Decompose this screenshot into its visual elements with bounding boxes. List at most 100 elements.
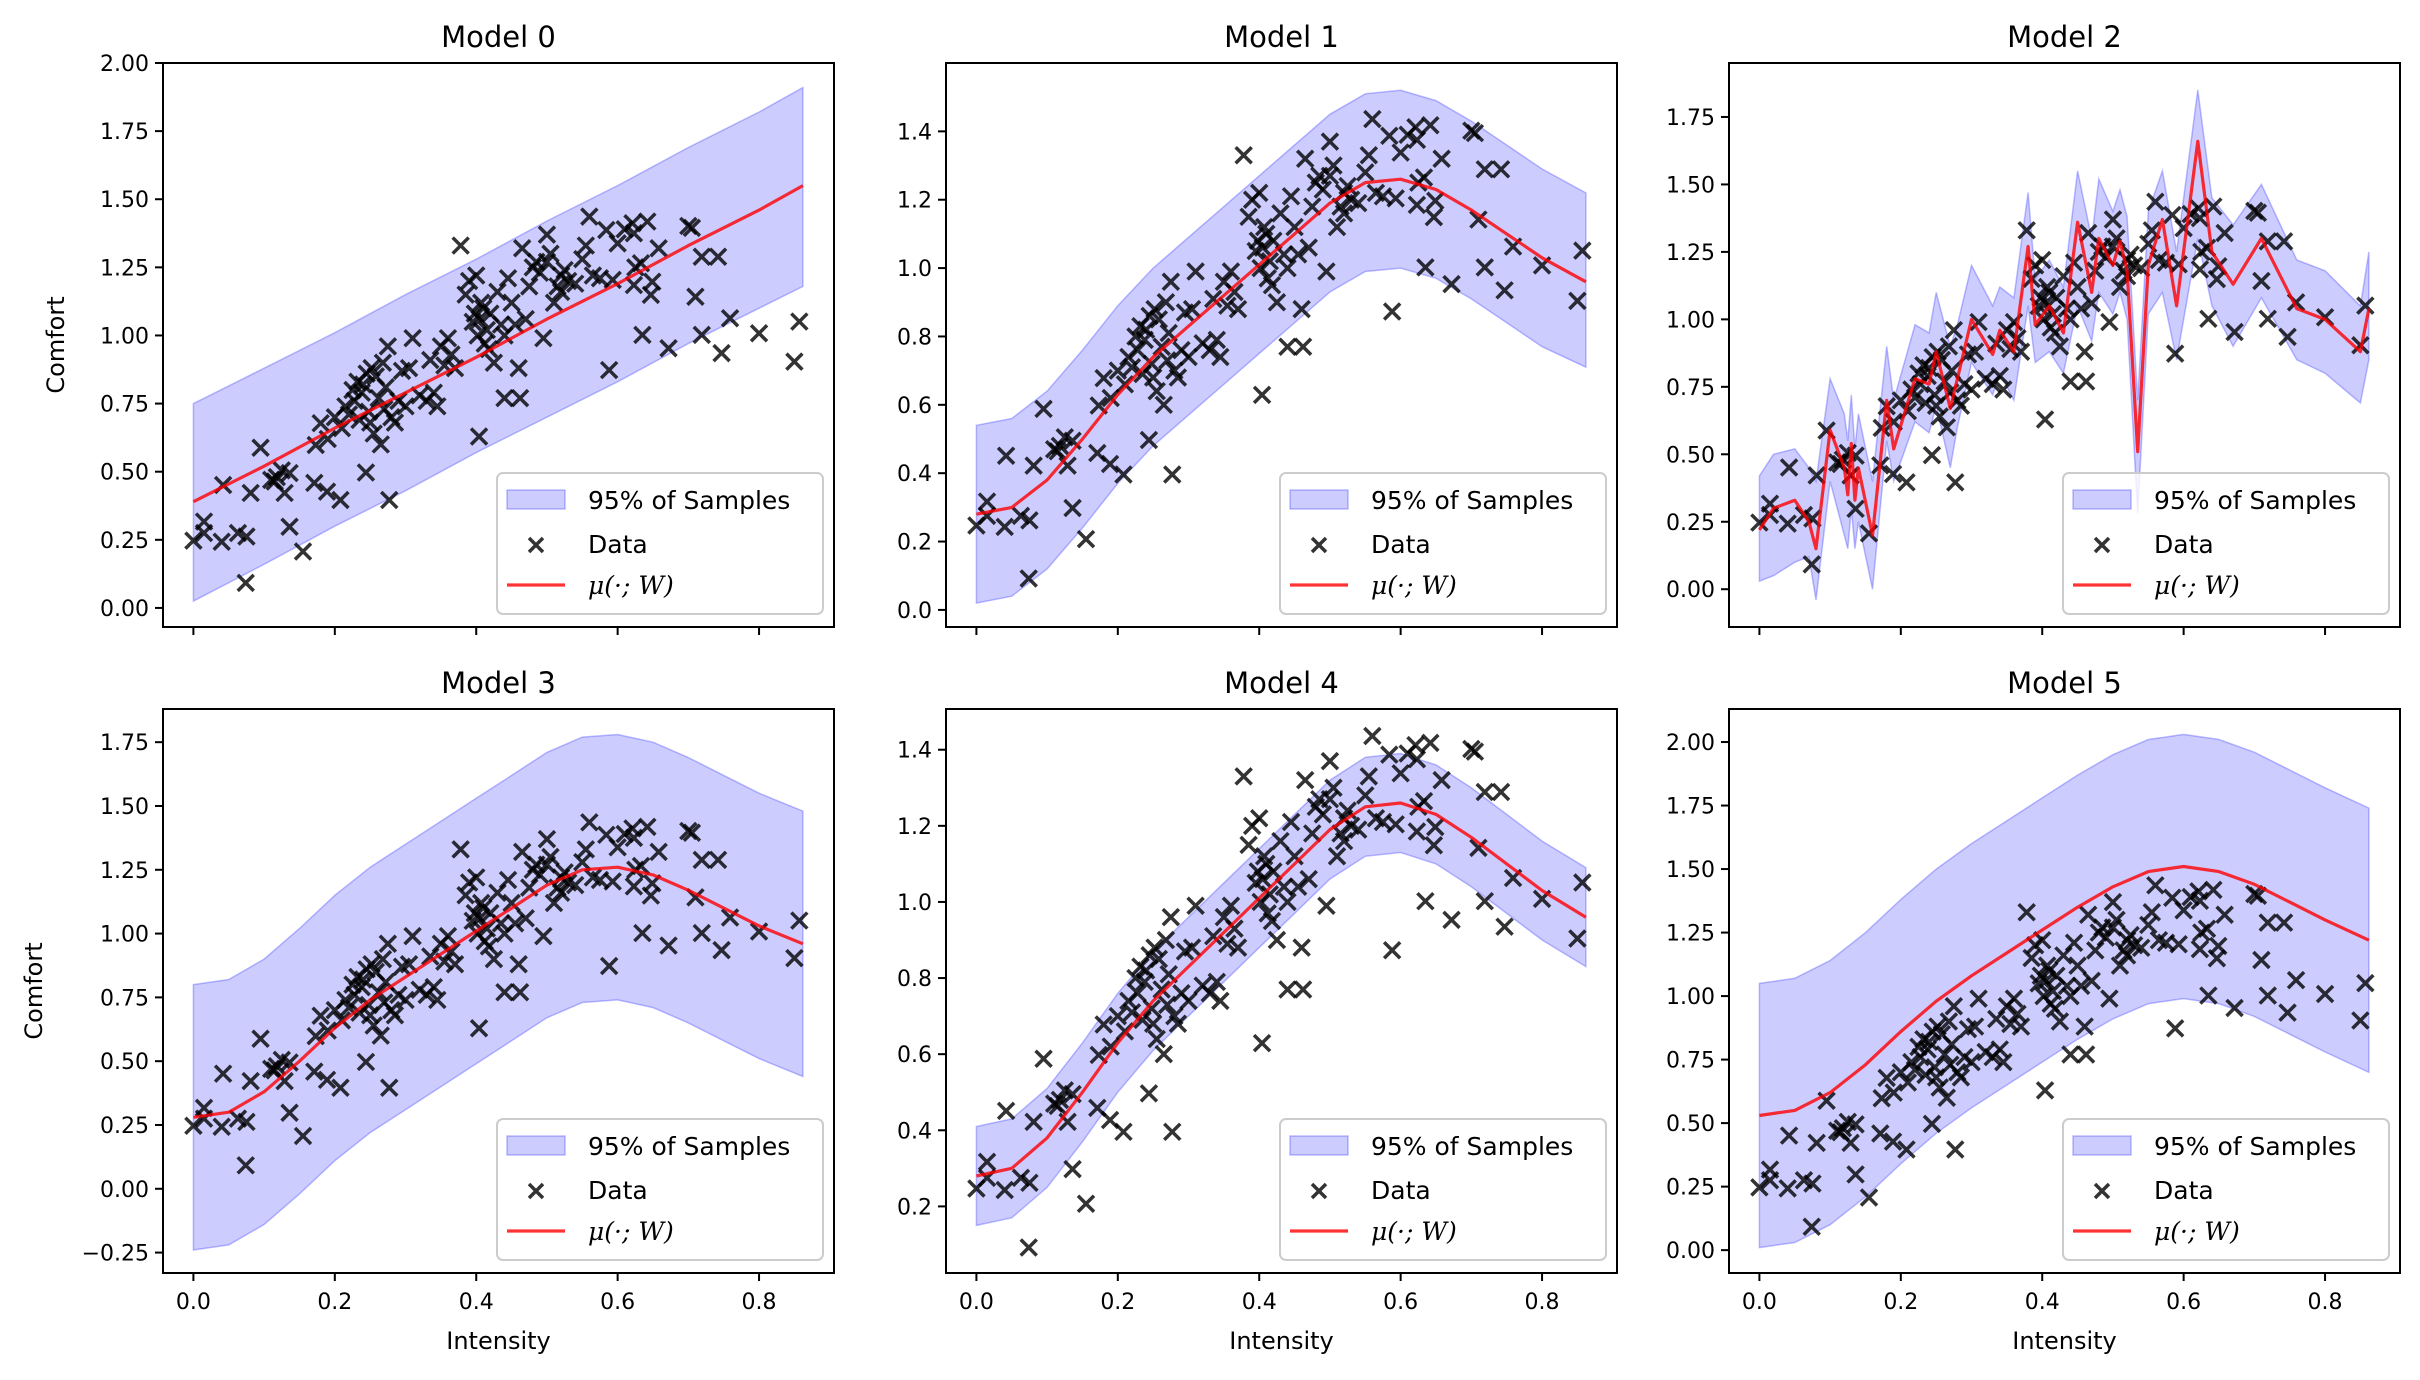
y-axis-label: Comfort bbox=[42, 296, 70, 393]
x-tick-label: 0.2 bbox=[317, 1290, 352, 1315]
data-point bbox=[1271, 204, 1290, 223]
data-point bbox=[212, 1117, 231, 1137]
data-point bbox=[1143, 368, 1163, 387]
data-point bbox=[1407, 749, 1427, 769]
data-point bbox=[1147, 1029, 1166, 1049]
data-point bbox=[1962, 380, 1981, 399]
x-tick-label: 0.2 bbox=[1883, 1290, 1918, 1315]
data-point bbox=[1965, 1017, 1985, 1036]
axes-frame bbox=[1728, 62, 2401, 628]
data-point bbox=[1409, 797, 1428, 817]
data-point bbox=[1994, 1052, 2013, 1072]
y-tick-label: 0.2 bbox=[897, 1195, 932, 1220]
data-point bbox=[1380, 745, 1399, 764]
y-tick-label: 1.25 bbox=[100, 859, 149, 884]
data-point bbox=[305, 1062, 324, 1081]
legend-label-data: Data bbox=[588, 530, 648, 559]
data-point bbox=[1055, 1081, 1075, 1100]
data-point bbox=[1871, 1124, 1890, 1143]
data-point bbox=[2076, 1045, 2096, 1064]
data-point bbox=[1101, 1037, 1120, 1056]
data-point bbox=[2075, 342, 2094, 361]
data-point bbox=[720, 309, 740, 328]
data-point bbox=[479, 937, 499, 956]
data-point bbox=[1108, 1006, 1128, 1026]
legend-label-band: 95% of Samples bbox=[2154, 1132, 2356, 1161]
data-point bbox=[2035, 410, 2055, 429]
data-point bbox=[1838, 1112, 1858, 1132]
data-point bbox=[1760, 1171, 1780, 1190]
data-point bbox=[1416, 258, 1435, 277]
data-point bbox=[1281, 187, 1301, 206]
data-point bbox=[1264, 862, 1283, 881]
y-tick-label: 1.00 bbox=[1666, 985, 1715, 1010]
y-tick-label: 0.6 bbox=[897, 1043, 932, 1068]
data-point bbox=[1969, 989, 1988, 1008]
plot-area bbox=[967, 89, 1592, 605]
data-point bbox=[1050, 436, 1070, 456]
data-point bbox=[2252, 271, 2271, 291]
data-point bbox=[2174, 900, 2193, 920]
data-point bbox=[1139, 1084, 1159, 1103]
legend-label-data: Data bbox=[588, 1176, 648, 1205]
legend: 95% of Samples Data μ(·; W) bbox=[496, 472, 824, 615]
data-point bbox=[1055, 428, 1075, 447]
data-point bbox=[2165, 344, 2185, 363]
data-point bbox=[516, 909, 535, 928]
data-point bbox=[1568, 929, 1587, 948]
plot-area bbox=[967, 726, 1592, 1257]
data-point bbox=[305, 473, 324, 493]
data-point bbox=[1076, 529, 1096, 549]
data-point bbox=[1898, 1073, 1918, 1092]
data-point bbox=[1919, 1032, 1939, 1052]
legend-label-data: Data bbox=[2154, 530, 2214, 559]
data-point bbox=[445, 954, 465, 974]
legend-data-marker bbox=[527, 1182, 545, 1200]
data-point bbox=[378, 337, 398, 356]
legend-label-mean: μ(·; W) bbox=[2154, 571, 2240, 600]
data-point bbox=[1926, 1068, 1946, 1087]
data-point bbox=[293, 1126, 313, 1146]
data-point bbox=[1426, 191, 1445, 210]
data-point bbox=[2011, 1017, 2031, 1036]
data-point bbox=[790, 312, 809, 331]
data-point bbox=[537, 252, 557, 272]
data-point bbox=[1442, 274, 1461, 294]
y-tick-label: 0.00 bbox=[1666, 578, 1715, 603]
x-tick-label: 0.0 bbox=[1742, 1290, 1777, 1315]
data-point bbox=[2078, 905, 2098, 925]
y-tick-label: 2.00 bbox=[100, 52, 149, 77]
y-tick-label: 1.00 bbox=[100, 324, 149, 349]
subplot-model-4: 0.2 0.4 0.6 0.8 1.0 1.2 1.4 0.0 0.2 0.4 0.6 0.8 Mode… bbox=[897, 666, 1618, 1355]
data-point bbox=[1249, 183, 1269, 203]
data-point bbox=[2225, 998, 2244, 1018]
data-point bbox=[428, 397, 447, 416]
data-point bbox=[1225, 282, 1244, 302]
data-point bbox=[1147, 381, 1166, 401]
data-point bbox=[484, 949, 504, 969]
data-point bbox=[184, 1116, 203, 1135]
data-point bbox=[1128, 340, 1147, 360]
data-point bbox=[2076, 372, 2096, 391]
data-point bbox=[311, 413, 330, 433]
mean-line bbox=[976, 801, 1587, 1178]
data-point bbox=[385, 413, 405, 432]
x-axis-label: Intensity bbox=[1229, 1327, 1333, 1355]
data-point bbox=[1373, 187, 1393, 206]
data-point bbox=[360, 1006, 380, 1025]
data-point bbox=[236, 1156, 255, 1175]
data-point bbox=[1320, 751, 1340, 771]
data-point bbox=[1154, 395, 1174, 415]
data-point bbox=[1930, 407, 1949, 426]
data-point bbox=[212, 532, 231, 551]
data-point bbox=[1320, 132, 1340, 151]
data-point bbox=[512, 842, 532, 862]
y-tick-label: 0.2 bbox=[897, 531, 932, 556]
legend-band-swatch bbox=[2072, 489, 2132, 510]
data-point bbox=[686, 287, 705, 307]
data-point bbox=[1897, 1140, 1916, 1159]
axes-frame bbox=[945, 62, 1618, 628]
data-point bbox=[1218, 296, 1237, 315]
data-point bbox=[477, 320, 497, 340]
data-point bbox=[1281, 812, 1301, 832]
